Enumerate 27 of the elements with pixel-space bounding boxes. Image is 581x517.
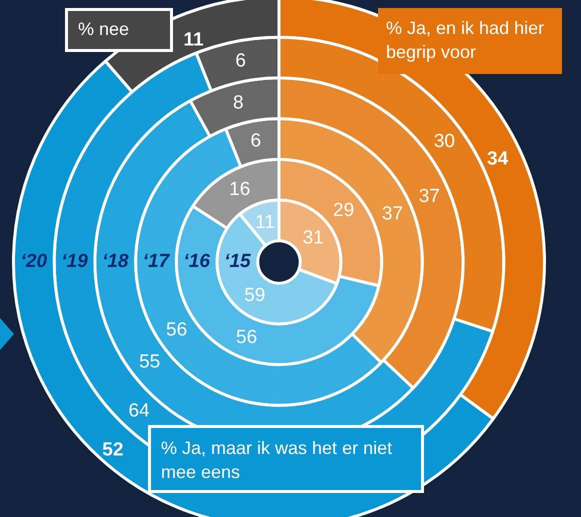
slice-label: % Ja, en ik had hier begrip voor [378,8,562,74]
data-label: 34 [487,148,509,170]
slice-label: ‘18 [102,251,129,272]
data-label: 56 [236,326,258,348]
data-label: 11 [255,212,275,234]
data-label: 8 [232,92,244,114]
data-label: 52 [102,439,124,460]
data-label: 6 [250,130,262,152]
data-label: 11 [183,29,204,50]
slice-label: ‘15 [224,251,252,272]
slice-label: % Ja, maar ik was het er niet mee eens [148,425,424,493]
data-label: 31 [302,228,324,249]
data-label: 64 [128,400,150,422]
data-label: 55 [139,352,160,373]
data-label: 29 [333,200,354,222]
data-label: 30 [434,131,455,152]
slice-label: ‘17 [142,251,171,272]
slice-label: ‘19 [61,251,88,272]
data-label: 16 [229,178,250,200]
slice-label: % nee [65,8,173,52]
data-label: 37 [418,186,440,208]
data-label: 59 [244,285,266,306]
slice-label: ‘20 [20,251,48,272]
data-label: 56 [166,319,188,340]
data-label: 6 [235,50,246,72]
data-label: 37 [382,204,404,225]
slice-label: ‘16 [183,251,210,272]
